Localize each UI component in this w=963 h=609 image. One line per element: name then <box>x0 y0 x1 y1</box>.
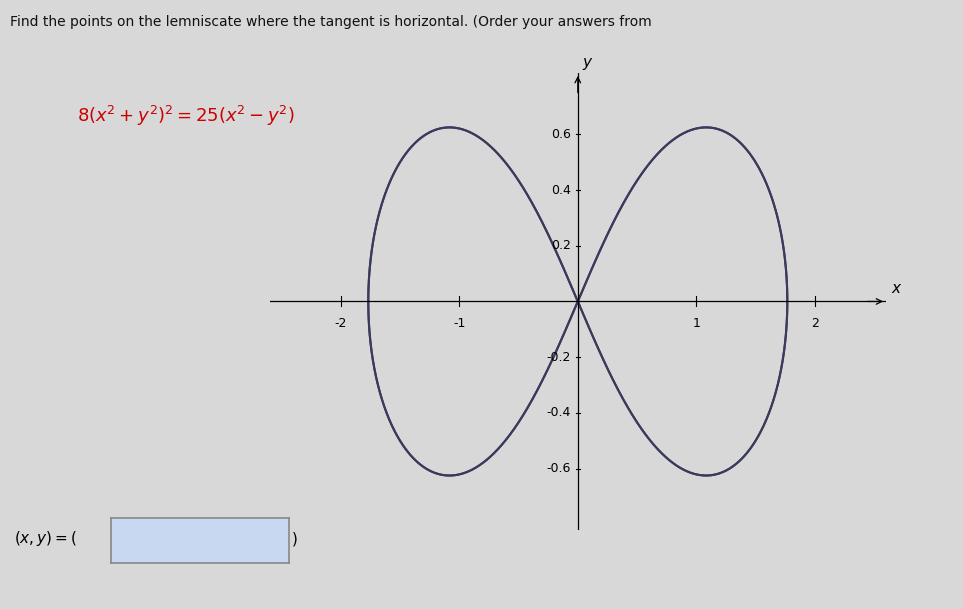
Text: x: x <box>892 281 900 296</box>
Text: 0.6: 0.6 <box>551 128 571 141</box>
Text: Find the points on the lemniscate where the tangent is horizontal. (Order your a: Find the points on the lemniscate where … <box>10 15 651 29</box>
Text: 2: 2 <box>811 317 819 329</box>
Text: 0.4: 0.4 <box>551 183 571 197</box>
Text: -0.2: -0.2 <box>546 351 571 364</box>
Text: y: y <box>583 55 591 70</box>
Text: 1: 1 <box>692 317 700 329</box>
Text: -0.6: -0.6 <box>546 462 571 475</box>
Text: $(x, y) = ($: $(x, y) = ($ <box>14 529 78 549</box>
Text: $8(x^2 + y^2)^2 = 25(x^2 - y^2)$: $8(x^2 + y^2)^2 = 25(x^2 - y^2)$ <box>77 104 295 128</box>
Text: ): ) <box>292 532 298 546</box>
Text: -1: -1 <box>453 317 465 329</box>
Text: -0.4: -0.4 <box>546 406 571 420</box>
Text: -2: -2 <box>334 317 347 329</box>
Text: 0.2: 0.2 <box>551 239 571 252</box>
